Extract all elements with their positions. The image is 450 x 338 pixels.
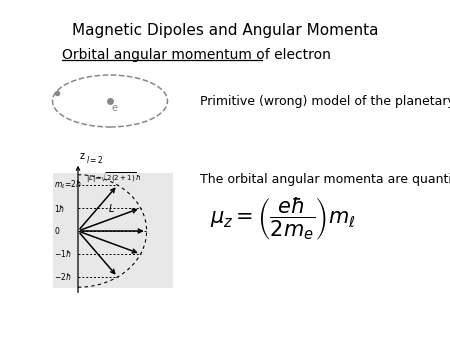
Text: Primitive (wrong) model of the planetary atom: Primitive (wrong) model of the planetary… [200,95,450,107]
Bar [53,173,173,288]
Text: Orbital angular momentum of electron: Orbital angular momentum of electron [62,48,331,62]
Text: $m_\ell\!=\!2\hbar$: $m_\ell\!=\!2\hbar$ [54,179,82,191]
Text: e: e [112,103,118,113]
Text: Magnetic Dipoles and Angular Momenta: Magnetic Dipoles and Angular Momenta [72,23,378,38]
Text: $l = 2$: $l = 2$ [86,154,104,165]
Text: The orbital angular momenta are quantized: The orbital angular momenta are quantize… [200,173,450,186]
Text: $|L|\!=\!\sqrt{2(2+1)}\,\hbar$: $|L|\!=\!\sqrt{2(2+1)}\,\hbar$ [86,171,142,185]
Text: $\mu_z = \left(\dfrac{e\hbar}{2m_e}\right)m_\ell$: $\mu_z = \left(\dfrac{e\hbar}{2m_e}\righ… [210,194,356,241]
Text: $-2\hbar$: $-2\hbar$ [54,271,72,283]
Text: z: z [80,151,85,161]
Text: $L$: $L$ [108,202,115,214]
Text: $-1\hbar$: $-1\hbar$ [54,248,72,260]
Text: $1\hbar$: $1\hbar$ [54,202,65,214]
Text: $0$: $0$ [54,225,60,237]
